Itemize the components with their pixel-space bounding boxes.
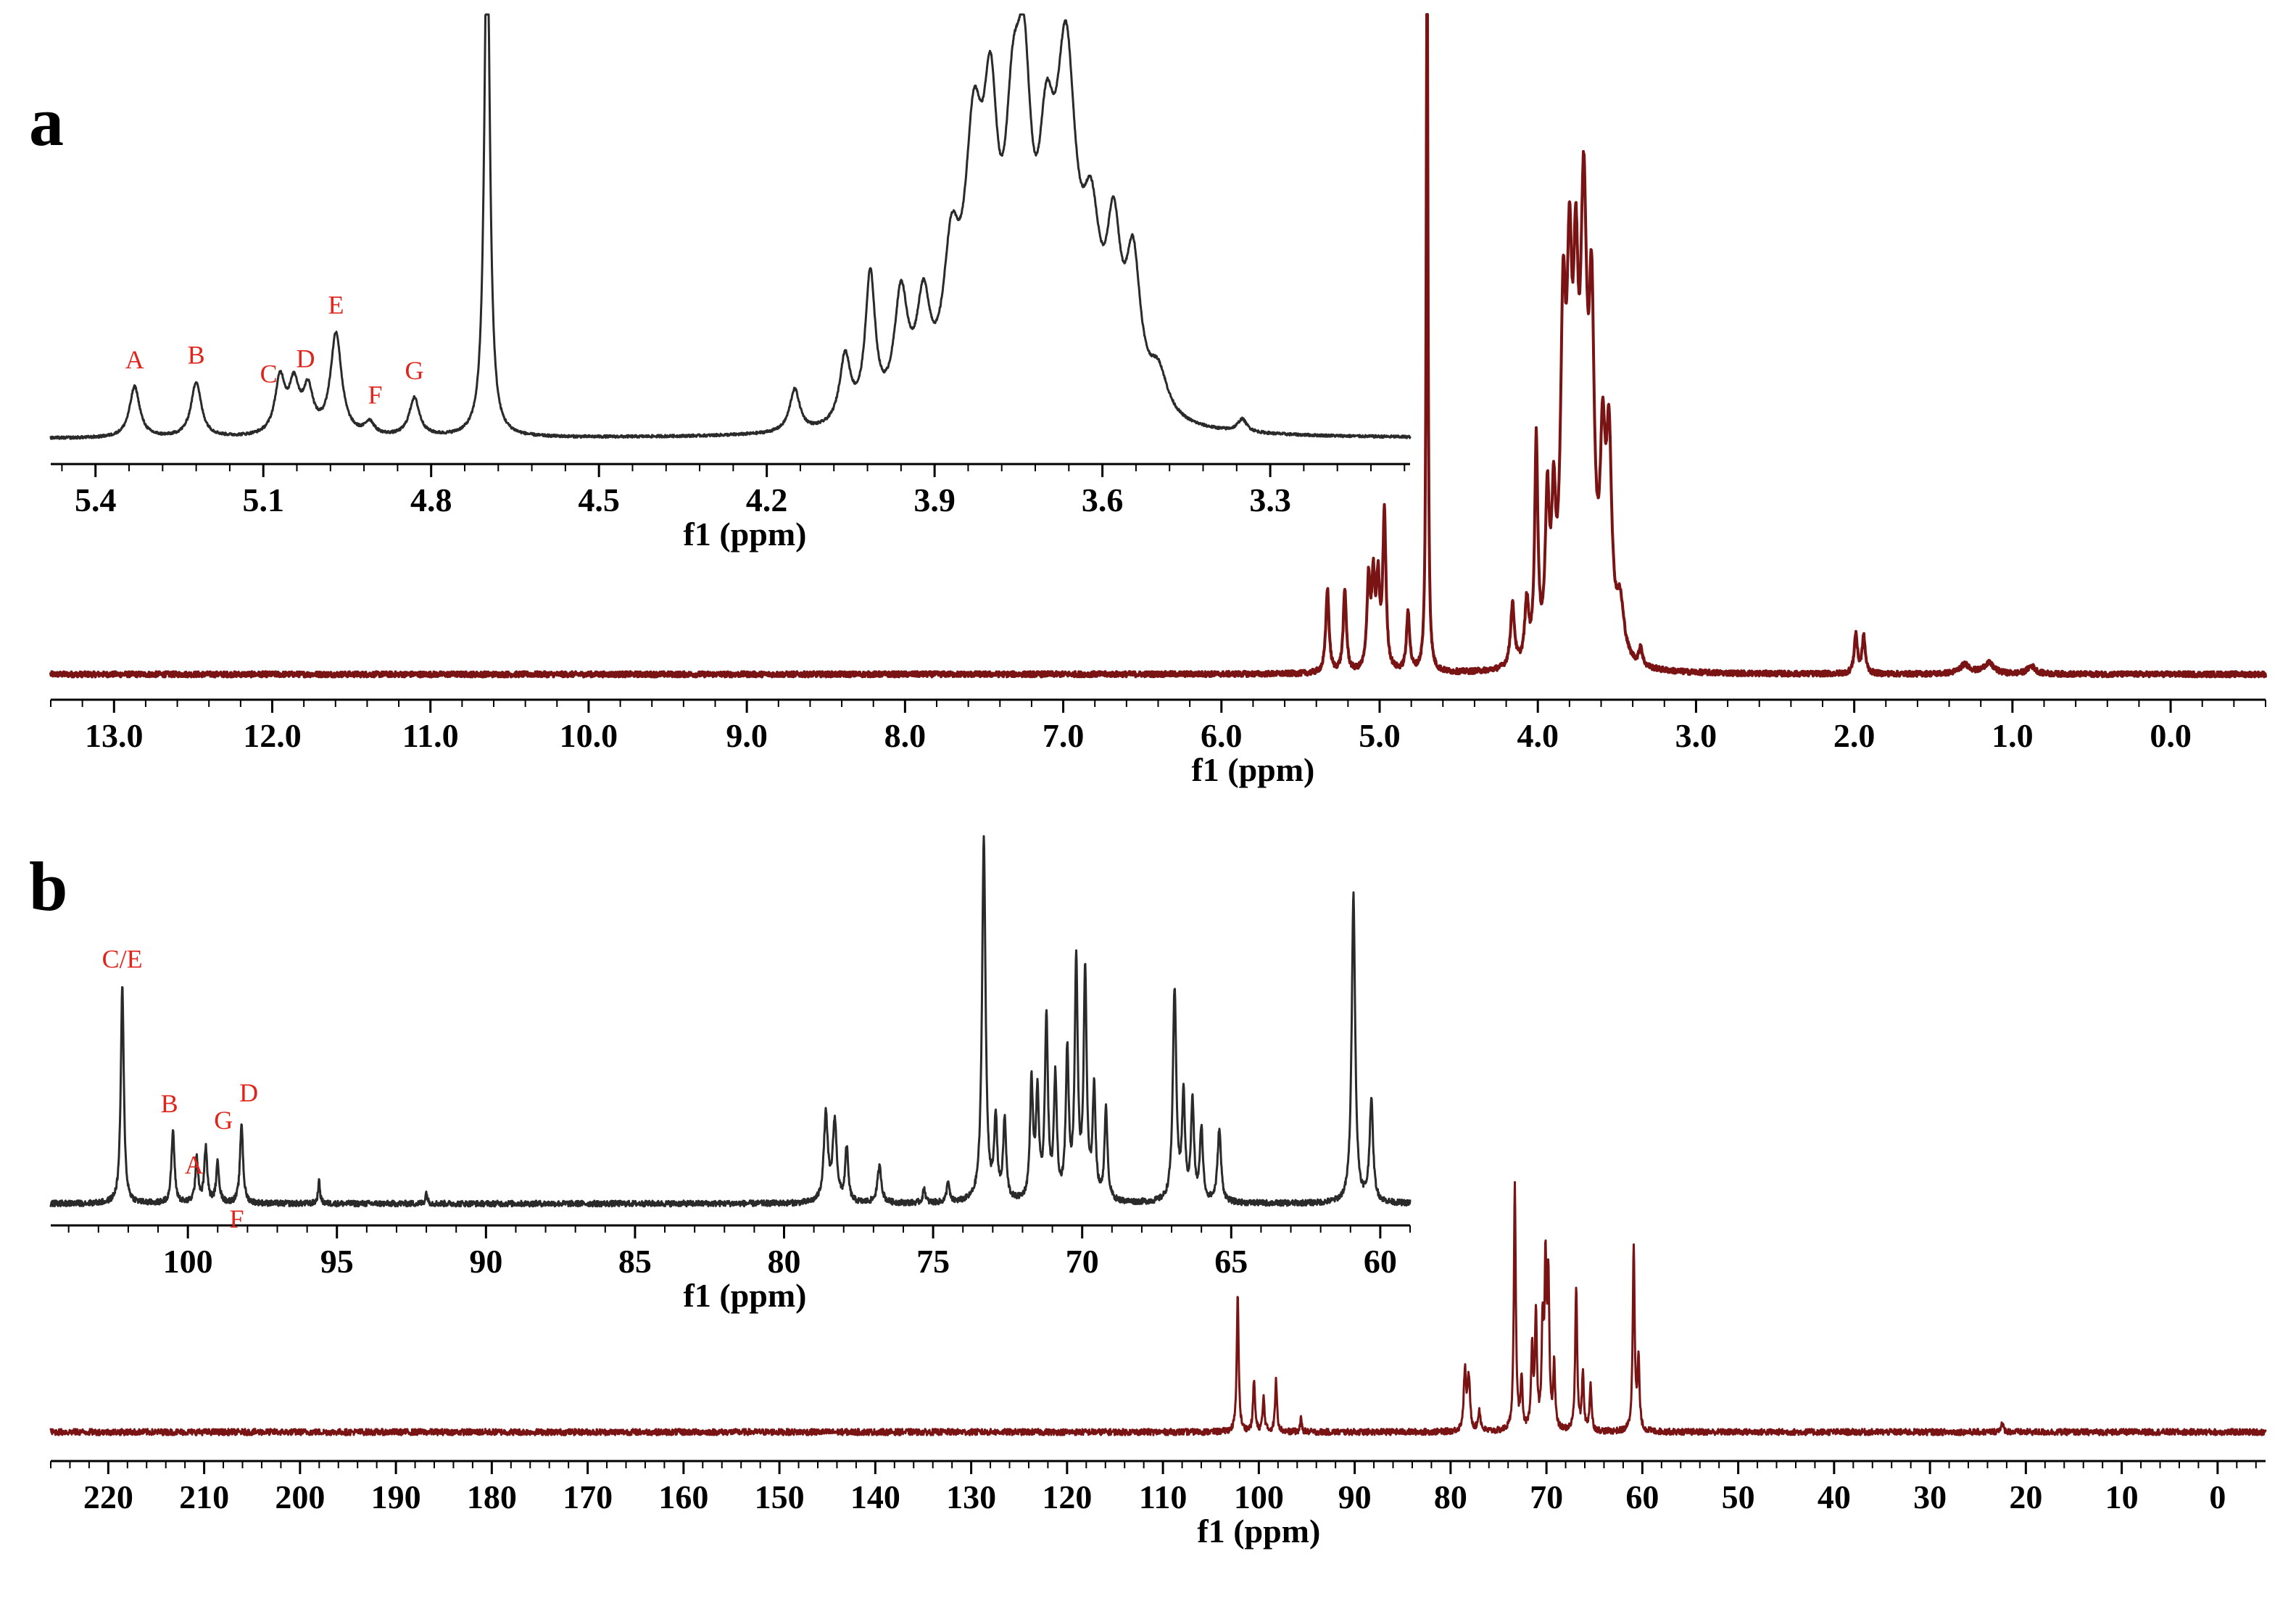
a-inset-peak-label-e: E <box>328 291 344 320</box>
b-inset-peak-label-d: D <box>239 1078 258 1107</box>
b-inset-tick-label: 80 <box>768 1243 801 1280</box>
a-main-tick-label: 2.0 <box>1833 717 1876 754</box>
a-inset-peak-label-g: G <box>405 356 424 385</box>
b-inset-tick-label: 100 <box>163 1243 213 1280</box>
b-main-tick-label: 130 <box>946 1478 996 1515</box>
a-inset-axis-title: f1 (ppm) <box>684 516 807 553</box>
b-inset-tick-label: 90 <box>469 1243 502 1280</box>
a-inset-tick-label: 5.1 <box>242 481 284 518</box>
a-inset-spectrum-trace <box>49 13 1412 440</box>
a-main-tick-label: 13.0 <box>85 717 144 754</box>
panel-a-main-spectrum: 13.0 12.0 11.0 10.0 9.0 8.0 7.0 6.0 5.0 4.0 3.0 2.0… <box>29 13 2267 788</box>
a-inset-peak-label-d: D <box>297 344 315 373</box>
b-main-tick-label: 20 <box>2009 1478 2042 1515</box>
panel-b-inset-spectrum: 100 95 90 85 80 75 70 65 60 f1 (ppm) C/E B AG F D <box>49 835 1412 1314</box>
b-main-tick-label: 80 <box>1434 1478 1467 1515</box>
b-inset-peak-label-g: G <box>214 1106 233 1135</box>
b-inset-tick-label: 70 <box>1066 1243 1099 1280</box>
b-main-tick-label: 160 <box>658 1478 708 1515</box>
b-inset-peak-label-a: A <box>185 1151 204 1180</box>
panel-label-b: b <box>29 848 67 925</box>
a-main-tick-label: 9.0 <box>726 717 768 754</box>
b-main-tick-label: 120 <box>1042 1478 1092 1515</box>
b-main-spectrum-trace <box>49 1180 2267 1436</box>
a-main-tick-label: 0.0 <box>2150 717 2192 754</box>
b-main-tick-label: 180 <box>467 1478 517 1515</box>
a-main-spectrum-trace <box>49 13 2267 679</box>
a-inset-tick-label: 4.5 <box>578 481 620 518</box>
a-main-tick-label: 7.0 <box>1043 717 1085 754</box>
b-inset-peak-label-c-e: C/E <box>102 945 143 974</box>
b-main-tick-label: 40 <box>1818 1478 1851 1515</box>
b-main-tick-label: 150 <box>755 1478 805 1515</box>
a-inset-peak-label-b: B <box>188 340 205 369</box>
a-inset-tick-label: 4.2 <box>746 481 788 518</box>
panel-a-inset-spectrum: 5.4 5.1 4.8 4.5 4.2 3.9 3.6 3.3 f1 (ppm) A B CDE FG <box>49 13 1412 553</box>
a-main-tick-label: 12.0 <box>243 717 302 754</box>
b-inset-tick-label: 85 <box>618 1243 652 1280</box>
b-main-tick-label: 200 <box>275 1478 325 1515</box>
b-main-tick-label: 190 <box>371 1478 421 1515</box>
a-inset-peak-label-c: C <box>260 359 278 388</box>
a-main-tick-label: 8.0 <box>884 717 927 754</box>
b-main-tick-label: 210 <box>179 1478 229 1515</box>
a-main-tick-label: 11.0 <box>402 717 459 754</box>
b-main-tick-label: 100 <box>1234 1478 1284 1515</box>
b-inset-tick-label: 75 <box>916 1243 950 1280</box>
b-main-tick-label: 60 <box>1625 1478 1659 1515</box>
b-main-tick-label: 170 <box>563 1478 613 1515</box>
b-inset-tick-label: 95 <box>320 1243 354 1280</box>
b-inset-tick-label: 65 <box>1214 1243 1248 1280</box>
b-main-tick-label: 30 <box>1913 1478 1947 1515</box>
a-inset-peak-label-a: A <box>125 345 144 374</box>
b-main-tick-label: 10 <box>2105 1478 2139 1515</box>
b-main-tick-label: 90 <box>1338 1478 1372 1515</box>
b-inset-axis-title: f1 (ppm) <box>684 1277 807 1314</box>
b-main-tick-label: 50 <box>1722 1478 1755 1515</box>
a-main-tick-label: 4.0 <box>1517 717 1559 754</box>
a-inset-tick-label: 4.8 <box>410 481 452 518</box>
a-main-tick-label: 6.0 <box>1201 717 1243 754</box>
a-main-tick-label: 3.0 <box>1675 717 1717 754</box>
b-inset-peak-label-b: B <box>161 1089 178 1118</box>
a-main-tick-label: 10.0 <box>560 717 618 754</box>
b-inset-tick-label: 60 <box>1364 1243 1397 1280</box>
a-main-tick-label: 1.0 <box>1992 717 2034 754</box>
a-main-axis-title: f1 (ppm) <box>1191 751 1314 788</box>
b-main-tick-label: 70 <box>1530 1478 1563 1515</box>
b-main-tick-label: 0 <box>2209 1478 2226 1515</box>
panel-label-a: a <box>29 83 64 160</box>
a-inset-peak-label-f: F <box>368 381 383 410</box>
b-main-tick-label: 110 <box>1139 1478 1187 1515</box>
a-inset-tick-label: 5.4 <box>75 481 117 518</box>
a-main-tick-label: 5.0 <box>1359 717 1401 754</box>
a-inset-tick-label: 3.3 <box>1249 481 1291 518</box>
b-main-tick-label: 220 <box>83 1478 133 1515</box>
a-inset-tick-label: 3.6 <box>1082 481 1124 518</box>
b-main-axis-title: f1 (ppm) <box>1197 1513 1320 1550</box>
b-inset-peak-label-f: F <box>229 1204 244 1233</box>
b-main-tick-label: 140 <box>850 1478 900 1515</box>
a-inset-tick-label: 3.9 <box>913 481 956 518</box>
b-inset-spectrum-trace <box>49 835 1412 1208</box>
panel-b-main-spectrum: 220 210 200 190 180 170 160 150 140 130 120 110 100 9… <box>29 848 2267 1550</box>
